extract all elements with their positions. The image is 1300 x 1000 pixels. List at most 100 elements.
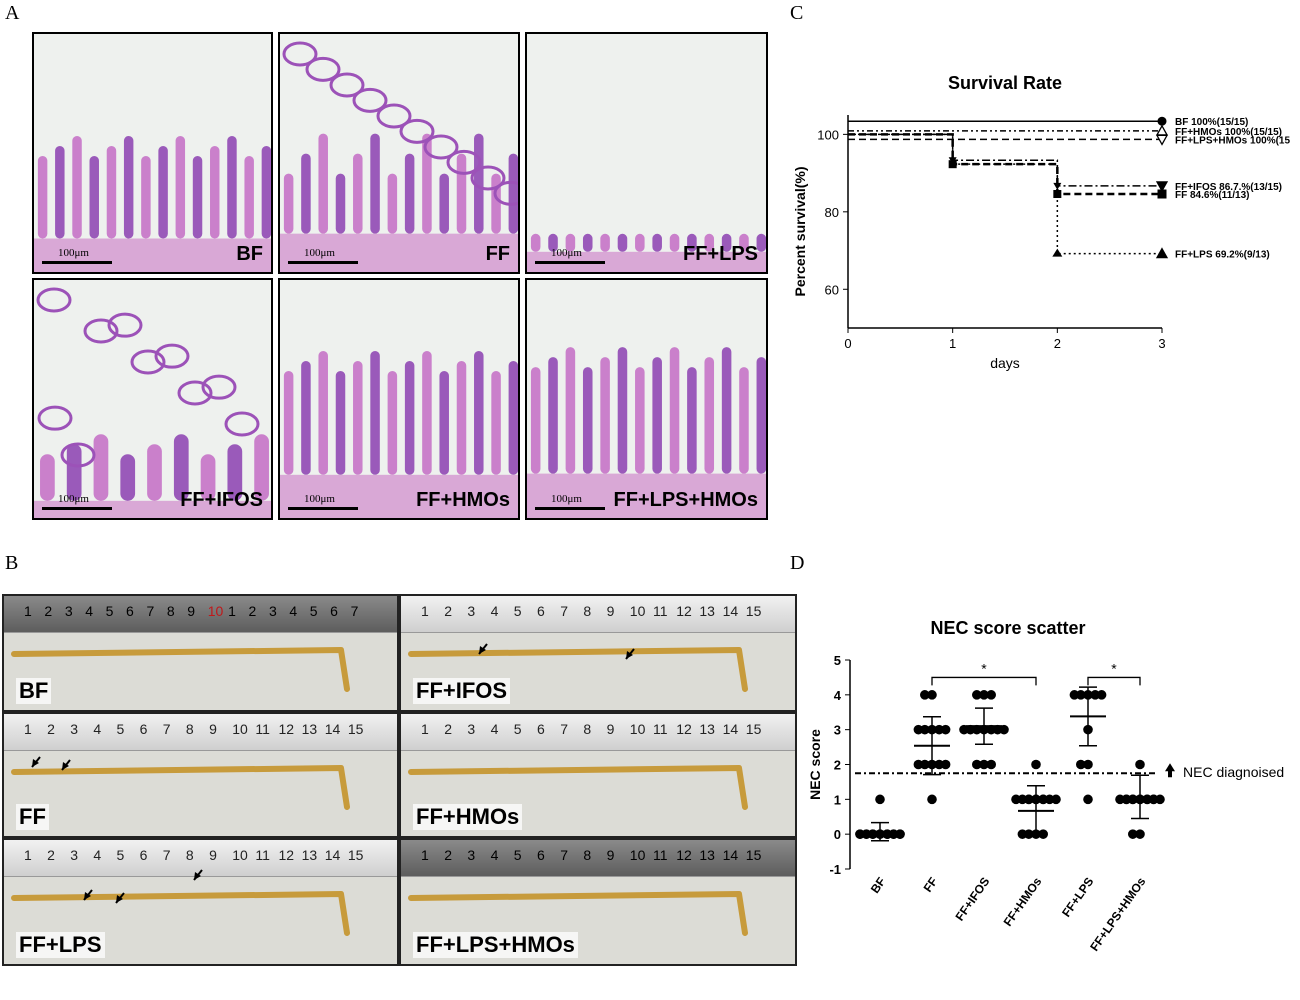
villus: [635, 233, 645, 252]
ruler-number: 13: [301, 721, 318, 737]
ruler-number: 12: [278, 847, 295, 863]
intestine-segment: [11, 765, 350, 810]
y-tick-label: 2: [834, 758, 841, 773]
crypt-outline: [201, 374, 237, 400]
tissue-drawing: [527, 347, 766, 518]
villus: [72, 135, 82, 239]
scale-bar-line: [42, 507, 112, 510]
survival-line: [848, 133, 1162, 196]
series-label: FF 84.6%(11/13): [1175, 190, 1249, 201]
intestine-drawing: [11, 869, 350, 936]
intestine-photo: 1 2 3 4 5 6 7 8 9 10 1 2 3 4 5 6 7 BF: [2, 594, 399, 712]
ruler-number: 5: [309, 603, 318, 619]
villus: [687, 367, 697, 474]
y-tick-label: 4: [834, 688, 842, 703]
ruler-number: 14: [324, 721, 341, 737]
data-point: [1069, 690, 1080, 700]
ruler-number: 2: [444, 721, 452, 737]
significance-star: *: [1111, 660, 1117, 676]
survival-line: [848, 133, 1162, 255]
y-tick-label: 5: [834, 653, 841, 668]
villus: [617, 347, 628, 474]
ruler-number: 6: [537, 603, 545, 619]
villus: [55, 145, 65, 239]
villus: [254, 434, 269, 501]
data-point: [1038, 794, 1048, 805]
villus: [141, 155, 151, 239]
y-tick-label: 100: [817, 127, 839, 142]
lesion-arrowhead: [626, 651, 633, 659]
y-tick-label: -1: [829, 862, 841, 877]
panel-letter-d: D: [790, 552, 805, 574]
scale-bar-line: [535, 261, 605, 264]
series-marker: [1157, 189, 1167, 199]
crypt-outline: [177, 380, 213, 406]
ruler-number: 4: [490, 721, 499, 737]
intestine-drawing: [408, 643, 748, 692]
series-marker: [1155, 134, 1169, 146]
villus: [123, 135, 134, 239]
crypt-outline: [399, 118, 435, 144]
villus: [474, 133, 484, 234]
threshold-arrow: [1165, 763, 1175, 778]
ruler-number: 1: [228, 603, 236, 619]
data-point: [1017, 829, 1028, 839]
crypt-outline: [352, 87, 388, 113]
ruler-number: 4: [490, 847, 499, 863]
villus: [37, 155, 48, 239]
ruler-number: 14: [722, 847, 739, 863]
series-marker: [1155, 181, 1169, 193]
ruler-number: 13: [699, 847, 715, 863]
series-label: FF+LPS 69.2%(9/13): [1175, 250, 1270, 261]
villus: [617, 233, 628, 252]
ruler-number: 15: [745, 603, 762, 619]
ruler-number: 9: [606, 721, 615, 737]
ruler-number: 1: [421, 721, 429, 737]
intestine-segment: [408, 647, 748, 692]
series-label: FF+LPS+HMOs 100%(15: [1175, 135, 1290, 146]
villus: [200, 454, 216, 501]
crypt-outline: [305, 56, 341, 82]
ruler-number: 3: [467, 721, 476, 737]
panel-letter-c: C: [790, 2, 804, 24]
villus: [387, 370, 398, 475]
villus: [422, 133, 432, 234]
villus: [404, 153, 415, 234]
y-tick-label: 80: [825, 205, 839, 220]
histology-label: BF: [236, 243, 263, 265]
histology-label: FF: [485, 243, 510, 265]
villus: [456, 153, 467, 234]
data-point: [1051, 794, 1061, 805]
crypt-outline: [36, 287, 72, 313]
ruler-number: 1: [24, 603, 32, 619]
data-point: [1076, 759, 1086, 770]
villus: [40, 454, 55, 501]
ruler-number: 2: [444, 847, 452, 863]
villus: [404, 360, 415, 475]
ruler-number: 14: [722, 603, 739, 619]
villus: [491, 173, 501, 234]
survival-line: [848, 133, 1162, 187]
scale-bar: 100μm: [535, 493, 605, 510]
tissue-band: [527, 251, 766, 272]
histology-image: FF+HMOs 100μm: [278, 278, 520, 520]
ruler-number: 10: [629, 847, 646, 863]
data-point: [972, 759, 982, 770]
ruler-number: 8: [583, 721, 592, 737]
series-label: FF+HMOs 100%(15/15): [1175, 127, 1282, 138]
scale-bar-line: [42, 261, 112, 264]
intestine-label: BF: [16, 678, 52, 704]
ruler: 1 2 3 4 5 6 7 8 9 10 11 12 13 14 15: [401, 596, 795, 633]
scale-bar-text: 100μm: [551, 493, 582, 505]
data-point: [920, 690, 930, 700]
villus: [565, 347, 576, 474]
data-point: [913, 759, 924, 770]
data-point: [1083, 794, 1093, 805]
panel-letter-b: B: [5, 552, 19, 574]
ruler-number: 12: [278, 721, 295, 737]
tissue-band: [280, 474, 518, 518]
ruler-number: 2: [444, 603, 452, 619]
crypt-outline: [107, 312, 143, 338]
crypt-outline: [282, 41, 318, 67]
scale-bar-line: [535, 507, 605, 510]
